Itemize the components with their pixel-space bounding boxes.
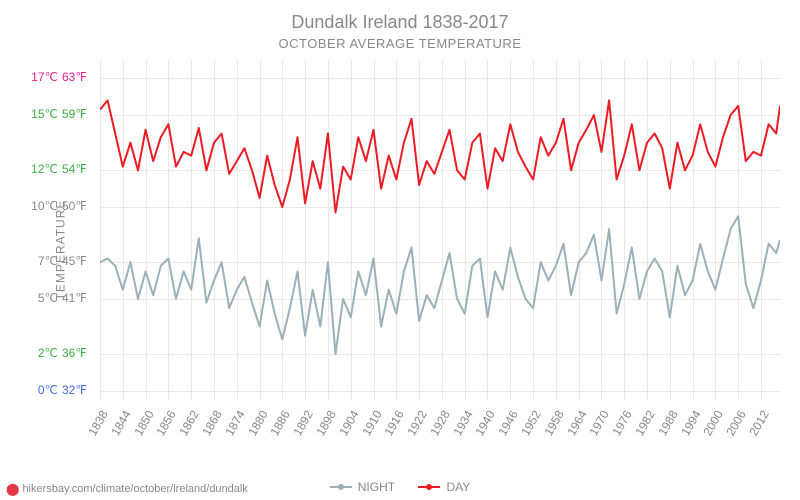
x-tick: 1922 xyxy=(404,408,429,438)
pin-icon: ⬤ xyxy=(6,482,19,496)
x-tick: 2000 xyxy=(701,408,726,438)
x-tick: 1916 xyxy=(382,408,407,438)
x-tick: 1964 xyxy=(564,408,589,438)
x-tick: 1868 xyxy=(199,408,224,438)
x-tick: 1856 xyxy=(154,408,179,438)
x-tick: 1976 xyxy=(610,408,635,438)
x-tick: 1988 xyxy=(655,408,680,438)
x-tick: 1892 xyxy=(290,408,315,438)
y-tick-celsius: 15℃ xyxy=(31,107,58,121)
chart-subtitle: OCTOBER AVERAGE TEMPERATURE xyxy=(0,36,800,51)
x-tick: 2012 xyxy=(746,408,771,438)
plot-svg xyxy=(100,60,780,400)
y-tick-fahrenheit: 45℉ xyxy=(62,254,87,268)
chart-title: Dundalk Ireland 1838-2017 xyxy=(0,12,800,33)
legend-item-day: DAY xyxy=(418,480,470,494)
y-tick-celsius: 5℃ xyxy=(38,291,58,305)
legend-label-day: DAY xyxy=(446,480,470,494)
y-tick-fahrenheit: 41℉ xyxy=(62,291,87,305)
x-tick: 1838 xyxy=(85,408,110,438)
series-line-night xyxy=(100,216,780,354)
legend-marker-day xyxy=(418,486,440,488)
x-tick: 1880 xyxy=(245,408,270,438)
x-tick: 1874 xyxy=(222,408,247,438)
y-axis-label: TEMPERATURE xyxy=(53,200,67,301)
y-tick-fahrenheit: 50℉ xyxy=(62,199,87,213)
series-line-day xyxy=(100,100,780,212)
x-tick: 2006 xyxy=(724,408,749,438)
y-tick-celsius: 12℃ xyxy=(31,162,58,176)
x-tick: 1946 xyxy=(496,408,521,438)
chart-container: Dundalk Ireland 1838-2017 OCTOBER AVERAG… xyxy=(0,0,800,500)
x-tick: 1862 xyxy=(177,408,202,438)
x-tick: 1958 xyxy=(541,408,566,438)
y-tick-fahrenheit: 63℉ xyxy=(62,70,87,84)
y-tick-fahrenheit: 54℉ xyxy=(62,162,87,176)
y-tick-celsius: 2℃ xyxy=(38,346,58,360)
x-tick: 1898 xyxy=(313,408,338,438)
x-tick: 1904 xyxy=(336,408,361,438)
x-tick: 1844 xyxy=(108,408,133,438)
x-tick: 1886 xyxy=(268,408,293,438)
legend-item-night: NIGHT xyxy=(330,480,395,494)
y-tick-fahrenheit: 59℉ xyxy=(62,107,87,121)
legend-marker-night xyxy=(330,486,352,488)
y-tick-celsius: 10℃ xyxy=(31,199,58,213)
y-tick-fahrenheit: 32℉ xyxy=(62,383,87,397)
x-tick: 1910 xyxy=(359,408,384,438)
x-tick: 1970 xyxy=(587,408,612,438)
y-tick-celsius: 0℃ xyxy=(38,383,58,397)
x-tick: 1952 xyxy=(518,408,543,438)
legend-label-night: NIGHT xyxy=(358,480,395,494)
footer-url: hikersbay.com/climate/october/ireland/du… xyxy=(22,483,247,495)
footer: ⬤ hikersbay.com/climate/october/ireland/… xyxy=(6,482,248,496)
x-tick: 1928 xyxy=(427,408,452,438)
x-tick: 1934 xyxy=(450,408,475,438)
y-tick-fahrenheit: 36℉ xyxy=(62,346,87,360)
x-tick: 1940 xyxy=(473,408,498,438)
x-tick: 1982 xyxy=(632,408,657,438)
plot-area xyxy=(100,60,780,400)
x-tick: 1994 xyxy=(678,408,703,438)
y-tick-celsius: 17℃ xyxy=(31,70,58,84)
y-tick-celsius: 7℃ xyxy=(38,254,58,268)
x-tick: 1850 xyxy=(131,408,156,438)
